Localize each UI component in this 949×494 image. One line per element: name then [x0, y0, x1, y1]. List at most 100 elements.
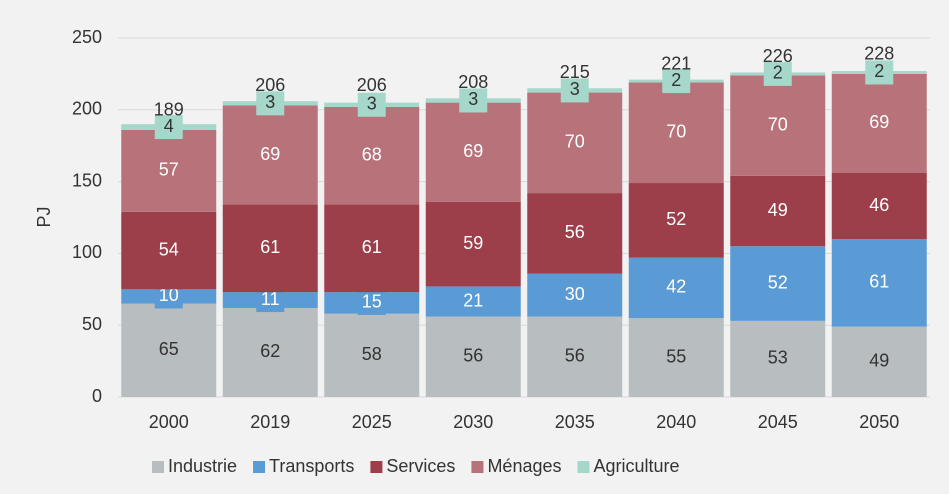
y-tick-label: 50 — [82, 314, 102, 334]
data-label: 42 — [666, 277, 686, 297]
total-label: 221 — [661, 53, 691, 73]
bar-segment — [730, 320, 826, 397]
y-tick-label: 200 — [72, 99, 102, 119]
label-bg — [560, 78, 589, 103]
total-label: 228 — [864, 43, 894, 63]
bar-segment — [628, 257, 724, 319]
total-label: 206 — [357, 75, 387, 95]
y-tick-label: 0 — [92, 386, 102, 406]
bar-segment — [628, 183, 724, 258]
data-label: 53 — [768, 348, 788, 368]
legend-label: Ménages — [487, 456, 561, 476]
legend-label: Agriculture — [594, 456, 680, 476]
data-label: 4 — [164, 116, 174, 136]
bar-segment — [222, 105, 318, 205]
data-label: 49 — [768, 200, 788, 220]
data-label: 52 — [768, 272, 788, 292]
legend-swatch — [152, 461, 164, 473]
data-label: 59 — [463, 233, 483, 253]
bar-segment — [628, 82, 724, 184]
data-label: 68 — [362, 145, 382, 165]
data-label: 56 — [565, 222, 585, 242]
x-tick-label: 2030 — [453, 412, 493, 432]
legend-label: Services — [386, 456, 455, 476]
total-label: 189 — [154, 99, 184, 119]
legend-label: Transports — [269, 456, 354, 476]
y-axis-label: PJ — [34, 206, 54, 227]
data-label: 2 — [773, 63, 783, 83]
data-label: 61 — [362, 237, 382, 257]
bar-segment — [831, 326, 927, 397]
total-label: 208 — [458, 72, 488, 92]
data-label: 3 — [570, 79, 580, 99]
legend-label: Industrie — [168, 456, 237, 476]
data-label: 3 — [468, 89, 478, 109]
bar-segment — [527, 316, 623, 397]
bar-segment — [222, 204, 318, 293]
bar-segment — [527, 193, 623, 274]
data-label: 69 — [463, 141, 483, 161]
data-label: 11 — [261, 289, 280, 309]
data-label: 70 — [666, 122, 686, 142]
total-label: 226 — [763, 46, 793, 66]
bar-segment — [324, 106, 420, 205]
data-label: 58 — [362, 344, 382, 364]
bar-segment — [324, 313, 420, 397]
data-label: 49 — [869, 351, 889, 371]
x-tick-label: 2040 — [656, 412, 696, 432]
bar-segment — [121, 129, 217, 212]
data-label: 21 — [463, 290, 483, 310]
data-label: 3 — [265, 92, 275, 112]
label-bg — [154, 115, 183, 140]
x-tick-label: 2050 — [859, 412, 899, 432]
label-bg — [662, 69, 691, 94]
bar-segment — [730, 175, 826, 247]
data-label: 65 — [159, 339, 179, 359]
data-label: 2 — [671, 70, 681, 90]
label-bg — [256, 91, 285, 116]
label-bg — [459, 88, 488, 113]
bar-segment — [831, 73, 927, 173]
bar-segment — [831, 239, 927, 327]
bar-segment — [831, 172, 927, 240]
y-tick-label: 250 — [72, 27, 102, 47]
data-label: 70 — [768, 114, 788, 134]
y-tick-label: 150 — [72, 170, 102, 190]
label-bg — [357, 290, 386, 315]
x-tick-label: 2019 — [250, 412, 290, 432]
y-tick-label: 100 — [72, 242, 102, 262]
data-label: 70 — [565, 132, 585, 152]
legend-swatch — [370, 461, 383, 473]
x-tick-label: 2000 — [149, 412, 189, 432]
data-label: 2 — [874, 61, 884, 81]
data-label: 69 — [869, 112, 889, 132]
data-label: 54 — [159, 239, 179, 259]
data-label: 30 — [565, 284, 585, 304]
data-label: 55 — [666, 346, 686, 366]
bar-segment — [730, 75, 826, 176]
legend-swatch — [577, 461, 590, 473]
bar-segment — [628, 318, 724, 397]
bar-segment — [425, 102, 521, 202]
bar-segment — [121, 211, 217, 290]
x-tick-label: 2035 — [555, 412, 595, 432]
bar-segment — [730, 246, 826, 321]
bar-segment — [425, 201, 521, 287]
data-label: 15 — [362, 292, 382, 312]
total-label: 215 — [560, 62, 590, 82]
data-label: 46 — [869, 195, 889, 215]
bar-segment — [527, 273, 623, 317]
x-tick-label: 2045 — [758, 412, 798, 432]
label-bg — [865, 60, 894, 85]
data-label: 52 — [666, 209, 686, 229]
data-label: 57 — [159, 160, 179, 180]
data-label: 61 — [260, 237, 280, 257]
bar-segment — [324, 204, 420, 293]
legend-swatch — [471, 461, 484, 473]
label-bg — [357, 92, 386, 117]
x-tick-label: 2025 — [352, 412, 392, 432]
label-bg — [763, 61, 792, 86]
bar-segment — [425, 286, 521, 317]
bar-segment — [121, 303, 217, 397]
